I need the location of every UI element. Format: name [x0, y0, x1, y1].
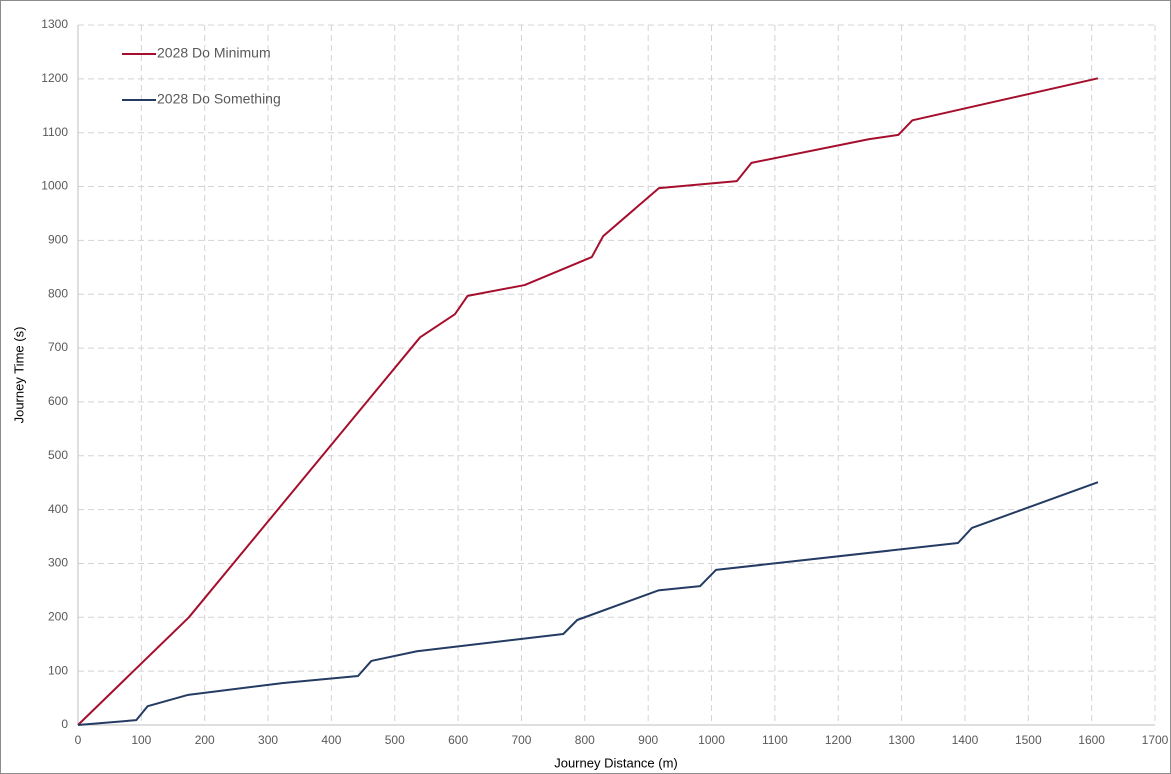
y-tick-label: 1100	[42, 125, 68, 139]
x-tick-label: 800	[575, 733, 595, 747]
x-tick-label: 900	[638, 733, 658, 747]
y-tick-label: 800	[48, 286, 68, 300]
series-line	[77, 481, 1099, 726]
y-tick-label: 600	[48, 394, 68, 408]
y-tick-label: 900	[48, 233, 68, 247]
y-tick-label: 100	[48, 663, 68, 677]
y-tick-label: 1300	[41, 17, 68, 31]
x-tick-label: 1200	[825, 733, 852, 747]
x-tick-label: 500	[385, 733, 405, 747]
x-tick-label: 1500	[1015, 733, 1042, 747]
x-tick-label: 1700	[1142, 733, 1169, 747]
x-tick-label: 1100	[762, 733, 788, 747]
legend-label: 2028 Do Something	[157, 91, 281, 107]
x-tick-label: 1000	[698, 733, 725, 747]
series-line	[77, 77, 1099, 726]
x-tick-label: 400	[321, 733, 341, 747]
y-tick-label: 500	[48, 448, 68, 462]
x-tick-label: 700	[511, 733, 531, 747]
x-tick-label: 100	[131, 733, 151, 747]
y-axis-title: Journey Time (s)	[11, 327, 26, 424]
x-tick-label: 200	[195, 733, 215, 747]
legend-label: 2028 Do Minimum	[157, 45, 271, 61]
x-tick-label: 300	[258, 733, 278, 747]
y-tick-label: 400	[48, 502, 68, 516]
x-tick-label: 1300	[888, 733, 915, 747]
x-tick-label: 1400	[952, 733, 979, 747]
y-tick-label: 0	[61, 717, 68, 731]
x-tick-label: 0	[75, 733, 82, 747]
y-tick-label: 1000	[41, 179, 68, 193]
x-axis-title: Journey Distance (m)	[554, 755, 678, 770]
y-tick-label: 200	[48, 609, 68, 623]
y-tick-label: 300	[48, 556, 68, 570]
y-tick-label: 1200	[41, 71, 68, 85]
x-tick-label: 1600	[1078, 733, 1105, 747]
y-tick-label: 700	[48, 340, 68, 354]
x-tick-label: 600	[448, 733, 468, 747]
